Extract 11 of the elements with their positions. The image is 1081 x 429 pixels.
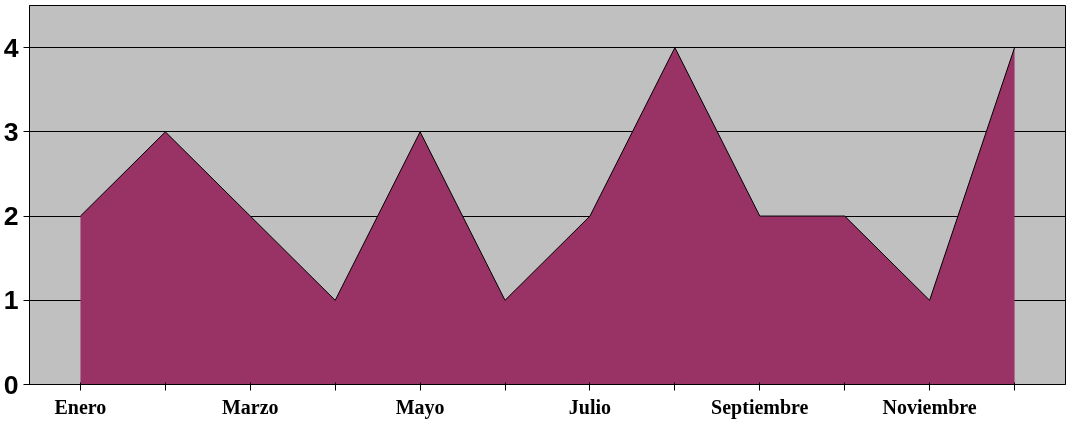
x-tick-label: Enero (54, 395, 107, 418)
x-tick-label: Mayo (395, 395, 445, 419)
x-tick-label: Julio (568, 395, 612, 418)
y-tick-label: 4 (3, 32, 19, 63)
y-tick-label: 1 (3, 285, 19, 316)
y-tick-label: 2 (3, 201, 19, 232)
x-tick-label: Septiembre (711, 395, 809, 419)
y-tick-label: 0 (3, 369, 19, 400)
y-tick-label: 3 (3, 116, 19, 147)
x-tick-label: Marzo (221, 395, 279, 418)
x-tick-label: Noviembre (882, 395, 977, 418)
